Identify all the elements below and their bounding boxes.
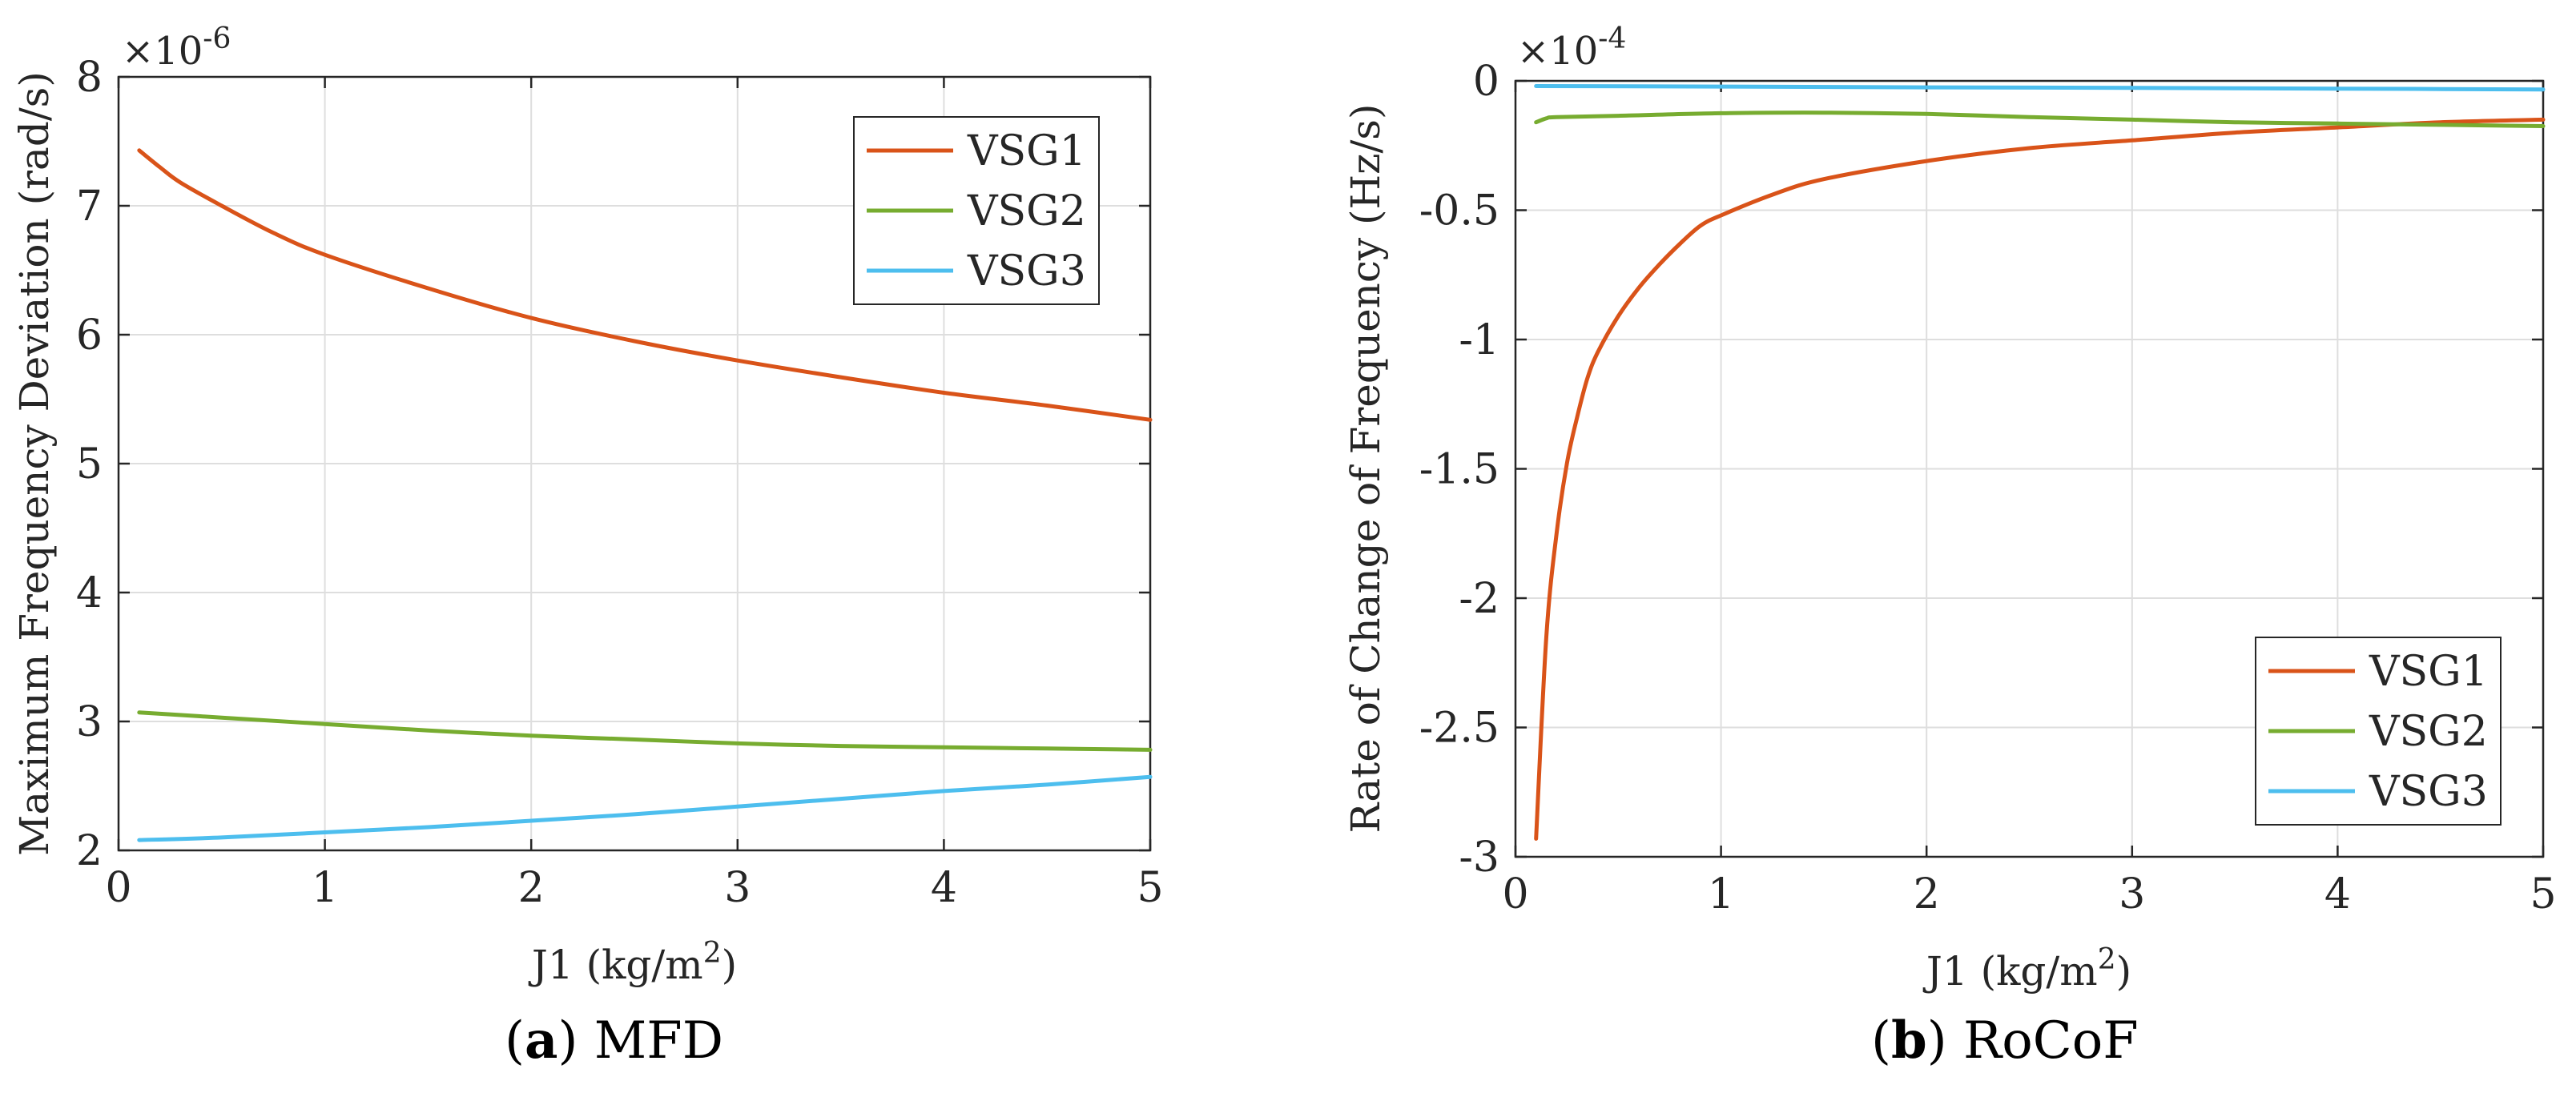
y-tick-label: 5 — [76, 440, 103, 488]
y-axis-multiplier: ×10-4 — [1517, 22, 1626, 74]
y-tick-label: -3 — [1459, 834, 1499, 882]
x-tick-label: 3 — [724, 864, 751, 912]
x-axis-label: J1 (kg/m2) — [528, 937, 737, 988]
x-tick-label: 4 — [931, 864, 957, 912]
x-tick-label: 1 — [1708, 870, 1734, 918]
series-line-vsg2 — [1534, 111, 2546, 128]
y-tick-label: -0.5 — [1419, 187, 1499, 235]
axis-ticks: 0 1 2 3 4 5 -3 -2.5 -2 -1.5 -1 -0.5 0 — [1419, 58, 2557, 918]
x-tick-label: 4 — [2324, 870, 2351, 918]
y-tick-label: 8 — [76, 54, 103, 102]
y-tick-label: -1 — [1459, 316, 1499, 364]
y-tick-label: 3 — [76, 698, 103, 746]
y-axis-label: Maximum Frequency Deviation (rad/s) — [11, 71, 58, 856]
legend-label-vsg1: VSG1 — [967, 127, 1086, 175]
legend-label-vsg2: VSG2 — [2369, 708, 2488, 756]
panel-b-rocof-chart: 0 1 2 3 4 5 -3 -2.5 -2 -1.5 -1 -0.5 0 VSG1 VSG2 VSG3 ×… — [1342, 22, 2557, 995]
caption-b-text: RoCoF — [1963, 1011, 2139, 1071]
x-axis-label: J1 (kg/m2) — [1922, 943, 2131, 995]
y-tick-label: 7 — [76, 183, 103, 231]
y-tick-label: 2 — [76, 827, 103, 875]
series-line-vsg2 — [137, 710, 1153, 752]
caption-a: (a) MFD — [505, 1011, 723, 1071]
y-tick-label: -2.5 — [1419, 705, 1499, 753]
x-tick-label: 5 — [1137, 864, 1163, 912]
x-tick-label: 5 — [2530, 870, 2556, 918]
axis-ticks: 0 1 2 3 4 5 2 3 4 5 6 7 8 — [76, 54, 1164, 912]
legend-label-vsg1: VSG1 — [2369, 648, 2488, 696]
x-tick-label: 3 — [2119, 870, 2145, 918]
series-lines — [1534, 84, 2546, 841]
legend-label-vsg3: VSG3 — [967, 247, 1086, 295]
series-lines — [137, 148, 1153, 842]
legend-label-vsg2: VSG2 — [967, 187, 1086, 235]
series-line-vsg3 — [137, 774, 1153, 842]
caption-a-label: a — [524, 1011, 558, 1071]
series-line-vsg3 — [1534, 84, 2546, 92]
y-tick-label: -2 — [1459, 575, 1499, 623]
y-tick-label: 0 — [1473, 58, 1499, 106]
x-tick-label: 2 — [1914, 870, 1940, 918]
x-tick-label: 2 — [518, 864, 545, 912]
x-tick-label: 0 — [1502, 870, 1528, 918]
y-tick-label: 4 — [76, 569, 103, 617]
y-axis-multiplier: ×10-6 — [122, 22, 231, 74]
panel-a-mfd-chart: 0 1 2 3 4 5 2 3 4 5 6 7 8 VSG1 VSG2 VSG3 ×10-6 J1 (kg/… — [11, 22, 1164, 988]
series-line-vsg1 — [137, 148, 1153, 422]
legend-label-vsg3: VSG3 — [2369, 768, 2488, 816]
legend: VSG1 VSG2 VSG3 — [853, 116, 1100, 305]
y-tick-label: 6 — [76, 311, 103, 360]
x-tick-label: 0 — [105, 864, 131, 912]
x-tick-label: 1 — [312, 864, 338, 912]
series-line-vsg1 — [1534, 117, 2546, 841]
y-axis-label: Rate of Change of Frequency (Hz/s) — [1342, 104, 1389, 834]
y-tick-label: -1.5 — [1419, 446, 1499, 494]
legend: VSG1 VSG2 VSG3 — [2255, 637, 2502, 826]
caption-b-label: b — [1890, 1011, 1927, 1071]
caption-b: (b) RoCoF — [1871, 1011, 2139, 1071]
caption-a-text: MFD — [594, 1011, 723, 1071]
